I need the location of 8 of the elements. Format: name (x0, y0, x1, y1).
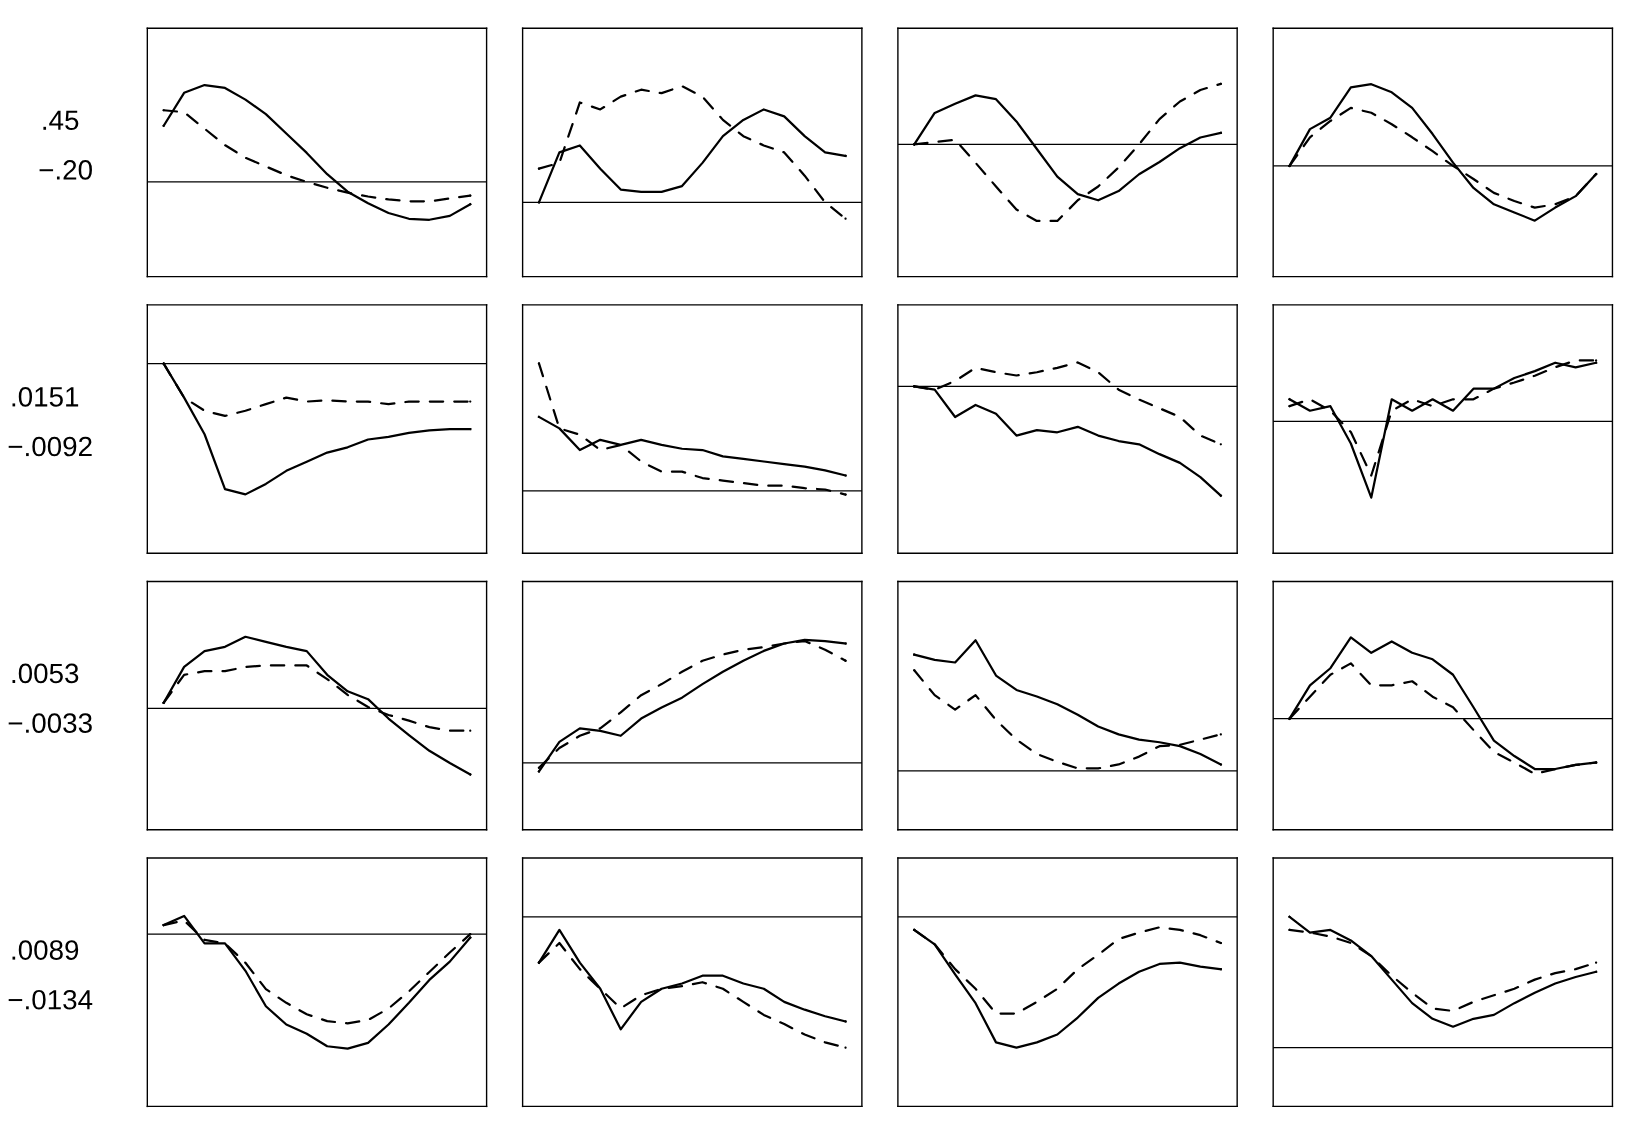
text: .0053 (12, 663, 79, 684)
text: .45 (43, 110, 79, 131)
text: −.0092 (8, 436, 92, 457)
text: −.20 (39, 160, 92, 180)
text: .0089 (12, 940, 79, 960)
text: −.0033 (8, 713, 92, 733)
text: −.0134 (8, 989, 93, 1010)
text: .0151 (12, 387, 79, 407)
